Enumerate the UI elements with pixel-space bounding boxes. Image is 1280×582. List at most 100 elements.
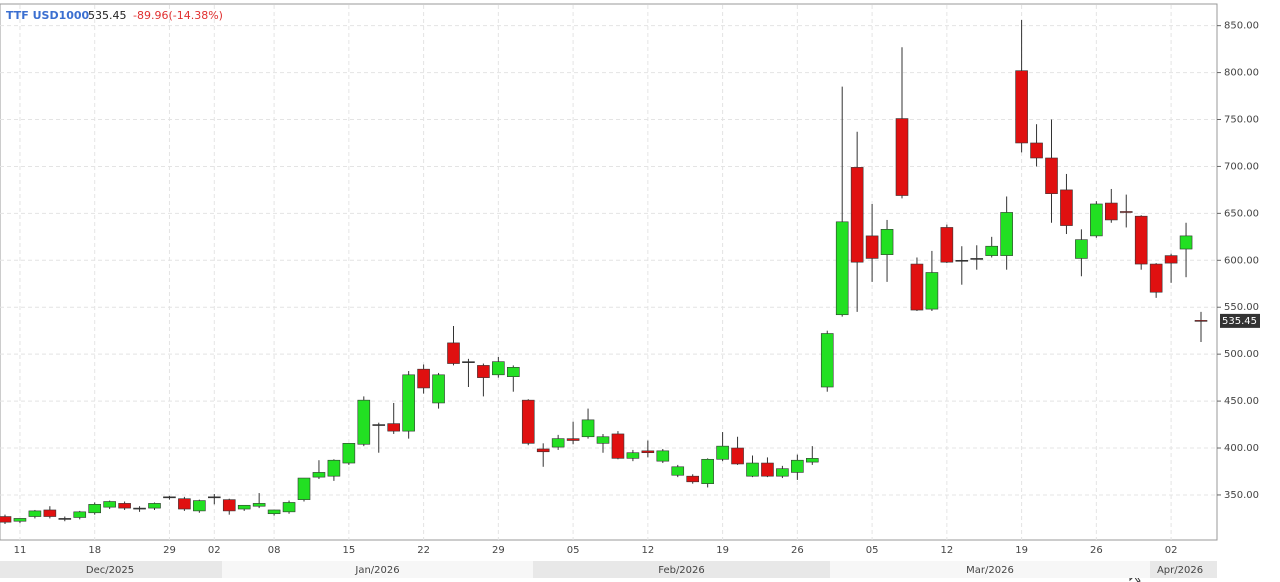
candle-body xyxy=(551,438,565,448)
candle-body xyxy=(1075,239,1088,259)
period-label: Feb/2026 xyxy=(658,565,705,576)
y-tick-label: 700.00 xyxy=(1224,161,1259,172)
candle-body xyxy=(895,118,909,196)
candle-body xyxy=(1015,70,1028,144)
period-label: Dec/2025 xyxy=(86,565,134,576)
candle-body xyxy=(357,399,371,445)
candle-body xyxy=(805,458,819,463)
x-tick-label: 12 xyxy=(940,545,953,556)
x-tick-label: 15 xyxy=(342,545,355,556)
candle-body xyxy=(1179,235,1193,250)
y-tick-label: 750.00 xyxy=(1224,115,1259,126)
candle-body xyxy=(1090,203,1103,237)
x-tick-label: 26 xyxy=(791,545,804,556)
period-label: Mar/2026 xyxy=(966,565,1014,576)
x-tick-label: 05 xyxy=(866,545,879,556)
candle-body xyxy=(746,462,759,477)
candle-body xyxy=(477,365,490,378)
candle-body xyxy=(761,462,774,477)
candle-body xyxy=(1000,212,1013,256)
candle-body xyxy=(581,419,595,438)
candle-body xyxy=(372,424,386,426)
candle-body xyxy=(492,361,505,376)
candle-body xyxy=(880,229,894,255)
candle-body xyxy=(402,374,415,432)
candle-body xyxy=(641,450,655,454)
period-band xyxy=(1150,561,1217,578)
y-tick-label: 400.00 xyxy=(1224,443,1259,454)
candle-body xyxy=(970,258,984,260)
candle-body xyxy=(776,468,789,477)
period-label: Jan/2026 xyxy=(354,565,399,576)
candle-body xyxy=(312,472,326,478)
candle-body xyxy=(506,366,520,377)
candle-body xyxy=(671,466,685,476)
candle-body xyxy=(686,475,700,483)
candle-body xyxy=(447,342,460,364)
candle-body xyxy=(103,501,116,508)
x-tick-label: 29 xyxy=(163,545,176,556)
x-tick-label: 11 xyxy=(14,545,27,556)
y-tick-label: 850.00 xyxy=(1224,21,1259,32)
candle-body xyxy=(521,399,535,444)
candle-body xyxy=(252,503,266,507)
period-label: Apr/2026 xyxy=(1157,565,1203,576)
candle-body xyxy=(163,496,176,499)
candle-body xyxy=(88,504,101,514)
period-band xyxy=(830,561,1150,578)
candle-body xyxy=(656,450,670,462)
period-band xyxy=(533,561,830,578)
candle-body xyxy=(1045,157,1058,194)
candle-body xyxy=(985,245,999,256)
candle-body xyxy=(462,361,475,363)
y-tick-label: 800.00 xyxy=(1224,68,1259,79)
candle-body xyxy=(940,227,954,263)
candle-body xyxy=(791,459,804,473)
y-tick-label: 350.00 xyxy=(1224,490,1259,501)
candle-body xyxy=(596,436,610,444)
x-tick-label: 18 xyxy=(88,545,101,556)
candle-body xyxy=(626,452,640,459)
candle-body xyxy=(1060,189,1073,226)
candle-body xyxy=(432,374,445,404)
x-tick-label: 05 xyxy=(567,545,580,556)
candle-body xyxy=(1194,320,1208,322)
plot-frame xyxy=(0,3,1218,541)
last-price-box xyxy=(1220,313,1260,328)
x-tick-label: 08 xyxy=(268,545,281,556)
candle-body xyxy=(43,509,57,517)
symbol: TTF USD1000 xyxy=(6,9,90,22)
x-tick-label: 02 xyxy=(208,545,221,556)
candle-body xyxy=(387,423,401,432)
candle-body xyxy=(148,503,161,509)
candle-body xyxy=(611,433,625,459)
last-price-label: 535.45 xyxy=(1222,316,1257,327)
candle-body xyxy=(282,502,296,513)
candle-body xyxy=(178,498,191,510)
candle-body xyxy=(731,447,744,465)
candle-body xyxy=(701,458,714,484)
candle-body xyxy=(1105,202,1118,221)
candle-body xyxy=(0,516,12,523)
candle-body xyxy=(910,263,924,311)
candle-body xyxy=(133,507,146,510)
candle-body xyxy=(118,503,131,509)
candle-body xyxy=(342,443,356,464)
y-tick-label: 550.00 xyxy=(1224,302,1259,313)
x-tick-label: 19 xyxy=(1015,545,1028,556)
x-tick-label: 12 xyxy=(641,545,654,556)
candle-body xyxy=(208,496,221,499)
candle-body xyxy=(566,438,580,441)
candle-body xyxy=(850,167,864,263)
candle-body xyxy=(267,509,281,515)
candle-body xyxy=(925,272,939,310)
x-tick-label: 26 xyxy=(1090,545,1103,556)
y-tick-label: 450.00 xyxy=(1224,396,1259,407)
candle-body xyxy=(237,504,251,510)
candle-body xyxy=(1149,263,1163,293)
candle-body xyxy=(417,368,430,389)
period-band xyxy=(0,561,222,578)
candle-body xyxy=(536,448,550,453)
candle-body xyxy=(820,333,834,388)
